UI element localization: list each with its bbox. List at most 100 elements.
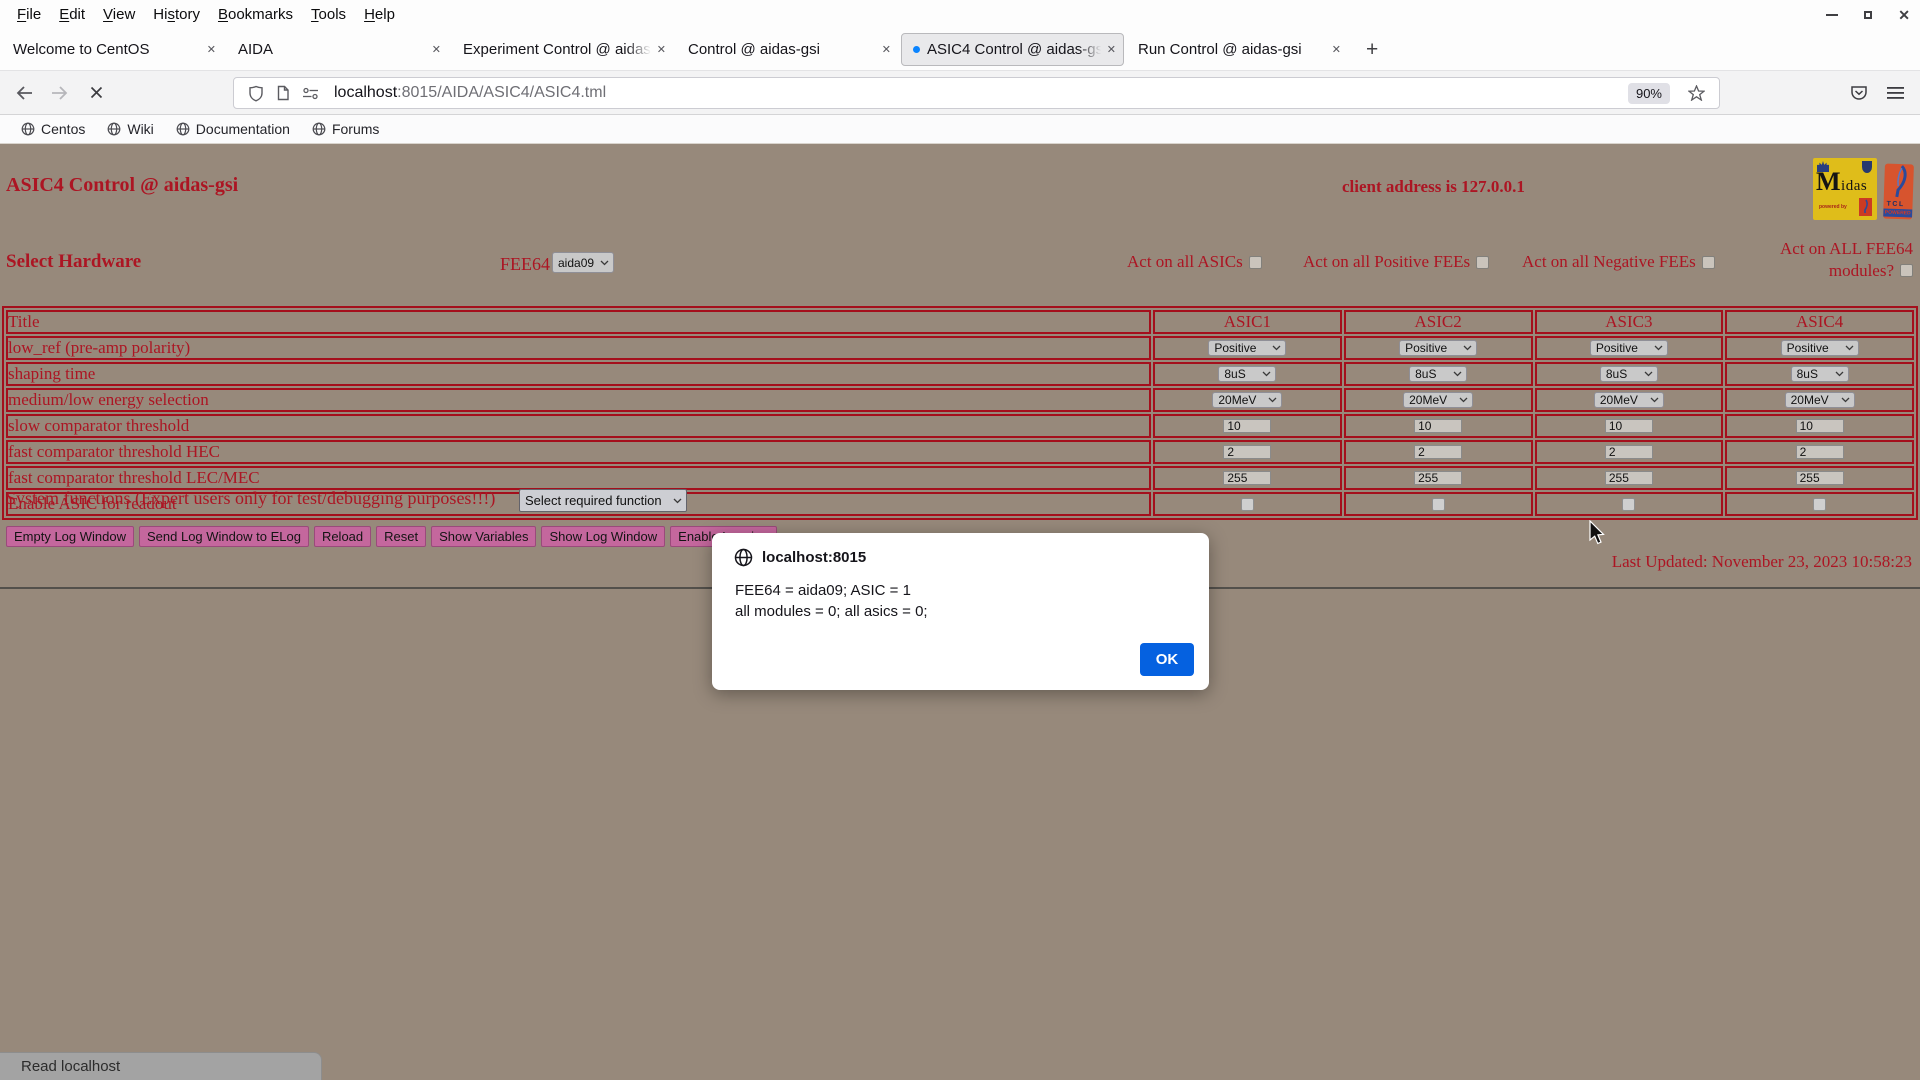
tab-bar: Welcome to CentOS ✕ AIDA ✕ Experiment Contro… xyxy=(0,29,1920,71)
shaping-time-select-asic1[interactable]: 8uS xyxy=(1218,366,1277,382)
tab-asic4-control-aidas-gsi[interactable]: ASIC4 Control @ aidas-gsi ✕ xyxy=(900,29,1125,70)
cell-enable-asic-readout-asic2 xyxy=(1343,492,1533,516)
maximize-button[interactable] xyxy=(1864,10,1873,19)
stop-button[interactable] xyxy=(81,71,111,114)
tcl-powered-logo[interactable]: TCL POWERED xyxy=(1883,163,1914,220)
shield-icon[interactable] xyxy=(248,85,264,102)
show-variables-button[interactable]: Show Variables xyxy=(431,526,537,547)
forward-button[interactable] xyxy=(44,71,74,114)
slow-comparator-threshold-input-asic3[interactable]: 10 xyxy=(1604,419,1653,433)
dialog-line: FEE64 = aida09; ASIC = 1 xyxy=(735,582,911,599)
ok-button[interactable]: OK xyxy=(1140,643,1194,676)
menu-bookmarks[interactable]: Bookmarks xyxy=(217,6,294,23)
shaping-time-select-asic3[interactable]: 8uS xyxy=(1599,366,1658,382)
act-checkbox-4[interactable] xyxy=(1900,264,1913,277)
bookmark-documentation[interactable]: Documentation xyxy=(165,121,301,137)
act-label-4: Act on ALL FEE64 modules? xyxy=(1780,239,1913,280)
system-functions-select[interactable]: Select required function xyxy=(519,489,687,512)
tab-welcome-to-centos[interactable]: Welcome to CentOS ✕ xyxy=(0,29,225,70)
bookmark-centos[interactable]: Centos xyxy=(10,121,96,137)
midas-logo[interactable]: Midas powered by xyxy=(1813,158,1877,220)
select-value: 8uS xyxy=(1415,367,1437,381)
fast-comparator-threshold-hec-input-asic1[interactable]: 2 xyxy=(1223,445,1272,459)
send-log-window-to-elog-button[interactable]: Send Log Window to ELog xyxy=(139,526,309,547)
enable-asic-readout-checkbox-asic3[interactable] xyxy=(1622,497,1636,511)
close-window-button[interactable]: ✕ xyxy=(1898,6,1910,23)
slow-comparator-threshold-input-asic1[interactable]: 10 xyxy=(1223,419,1272,433)
pocket-icon[interactable] xyxy=(1850,71,1868,114)
menu-tools[interactable]: Tools xyxy=(311,6,347,23)
window-controls: ✕ xyxy=(1826,0,1910,29)
bookmark-star-icon[interactable] xyxy=(1688,85,1705,101)
tab-close-icon[interactable]: ✕ xyxy=(1331,44,1341,56)
fee64-select[interactable]: aida09 xyxy=(552,252,614,273)
tab-aida[interactable]: AIDA ✕ xyxy=(225,29,450,70)
minimize-button[interactable] xyxy=(1826,13,1839,16)
energy-selection-select-asic1[interactable]: 20MeV xyxy=(1212,392,1283,408)
shaping-time-select-asic4[interactable]: 8uS xyxy=(1790,366,1849,382)
empty-log-window-button[interactable]: Empty Log Window xyxy=(6,526,134,547)
chevron-down-icon xyxy=(1459,397,1468,403)
enable-asic-readout-checkbox-asic1[interactable] xyxy=(1240,497,1254,511)
act-checkbox-3[interactable] xyxy=(1701,255,1715,269)
energy-selection-select-asic4[interactable]: 20MeV xyxy=(1784,392,1855,408)
slow-comparator-threshold-input-asic2[interactable]: 10 xyxy=(1414,419,1463,433)
enable-asic-readout-checkbox-asic4[interactable] xyxy=(1813,497,1827,511)
menu-edit[interactable]: Edit xyxy=(59,6,86,23)
system-functions-label: System functions (Expert users only for … xyxy=(6,488,496,508)
slow-comparator-threshold-input-asic4[interactable]: 10 xyxy=(1795,419,1844,433)
act-label-1: Act on all ASICs xyxy=(1127,252,1243,271)
fast-comparator-threshold-hec-input-asic2[interactable]: 2 xyxy=(1414,445,1463,459)
fast-comparator-threshold-hec-input-asic4[interactable]: 2 xyxy=(1795,445,1844,459)
enable-asic-readout-checkbox-asic2[interactable] xyxy=(1431,497,1445,511)
low-ref-polarity-select-asic1[interactable]: Positive xyxy=(1208,340,1287,356)
row-label-slow-comparator-threshold: slow comparator threshold xyxy=(6,414,1151,438)
hamburger-menu-icon[interactable] xyxy=(1887,71,1904,114)
bookmark-wiki[interactable]: Wiki xyxy=(96,121,164,137)
alert-dialog: localhost:8015 FEE64 = aida09; ASIC = 1 a… xyxy=(712,533,1209,690)
tab-close-icon[interactable]: ✕ xyxy=(656,44,666,56)
permissions-icon[interactable] xyxy=(302,87,319,100)
url-bar[interactable]: localhost:8015/AIDA/ASIC4/ASIC4.tml 90% xyxy=(233,77,1720,109)
energy-selection-select-asic3[interactable]: 20MeV xyxy=(1593,392,1664,408)
fast-comparator-threshold-lec-mec-input-asic1[interactable]: 255 xyxy=(1223,471,1272,485)
reload-button[interactable]: Reload xyxy=(313,526,372,547)
menu-help[interactable]: Help xyxy=(364,6,395,23)
tab-close-icon[interactable]: ✕ xyxy=(206,44,216,56)
fee64-select-value: aida09 xyxy=(558,255,595,270)
tab-control-aidas-gsi[interactable]: Control @ aidas-gsi ✕ xyxy=(675,29,900,70)
page-info-icon[interactable] xyxy=(276,85,290,101)
act-checkbox-1[interactable] xyxy=(1248,255,1262,269)
zoom-level-badge[interactable]: 90% xyxy=(1627,82,1670,104)
new-tab-button[interactable]: + xyxy=(1366,37,1379,61)
url-text[interactable]: localhost:8015/AIDA/ASIC4/ASIC4.tml xyxy=(334,84,1628,102)
low-ref-polarity-select-asic4[interactable]: Positive xyxy=(1780,340,1859,356)
act-checkbox-2[interactable] xyxy=(1476,255,1490,269)
back-button[interactable] xyxy=(9,71,39,114)
fast-comparator-threshold-hec-input-asic3[interactable]: 2 xyxy=(1604,445,1653,459)
tab-close-icon[interactable]: ✕ xyxy=(1106,44,1116,56)
menu-view[interactable]: View xyxy=(103,6,136,23)
row-label-fast-comparator-threshold-hec: fast comparator threshold HEC xyxy=(6,440,1151,464)
cell-fast-comparator-threshold-lec-mec-asic2: 255 xyxy=(1343,466,1533,490)
globe-icon xyxy=(21,122,35,136)
tab-close-icon[interactable]: ✕ xyxy=(431,44,441,56)
tab-close-icon[interactable]: ✕ xyxy=(881,44,891,56)
reset-button[interactable]: Reset xyxy=(376,526,427,547)
bookmark-forums[interactable]: Forums xyxy=(301,121,390,137)
menu-file[interactable]: File xyxy=(17,6,42,23)
menu-history[interactable]: History xyxy=(153,6,200,23)
act-group-2: Act on all Positive FEEs xyxy=(1303,252,1490,272)
show-log-window-button[interactable]: Show Log Window xyxy=(541,526,666,547)
bookmark-label: Documentation xyxy=(195,121,290,137)
fast-comparator-threshold-lec-mec-input-asic4[interactable]: 255 xyxy=(1795,471,1844,485)
shaping-time-select-asic2[interactable]: 8uS xyxy=(1409,366,1468,382)
tab-run-control-aidas-gsi[interactable]: Run Control @ aidas-gsi ✕ xyxy=(1125,29,1350,70)
tab-experiment-control-aidas-g[interactable]: Experiment Control @ aidas-g ✕ xyxy=(450,29,675,70)
fast-comparator-threshold-lec-mec-input-asic3[interactable]: 255 xyxy=(1604,471,1653,485)
low-ref-polarity-select-asic2[interactable]: Positive xyxy=(1399,340,1478,356)
low-ref-polarity-select-asic3[interactable]: Positive xyxy=(1589,340,1668,356)
energy-selection-select-asic2[interactable]: 20MeV xyxy=(1403,392,1474,408)
select-value: 8uS xyxy=(1224,367,1246,381)
fast-comparator-threshold-lec-mec-input-asic2[interactable]: 255 xyxy=(1414,471,1463,485)
